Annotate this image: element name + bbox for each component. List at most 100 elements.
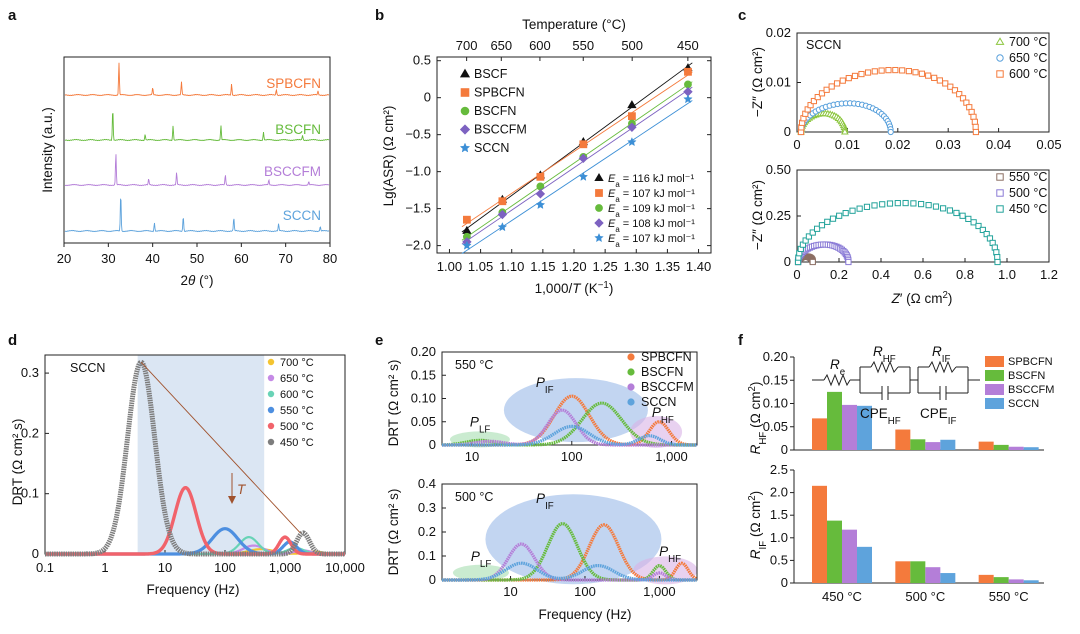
panel-b-point-spbcfn <box>462 215 471 224</box>
panel-c-bottom-ylabel: −Z″ (Ω cm²) <box>750 180 765 250</box>
panel-f-bar-if-spbcfn <box>978 574 994 583</box>
panel-b-xtick-label: 1.05 <box>468 259 493 274</box>
panel-a-label-spbcfn: SPBCFN <box>266 76 321 91</box>
panel-b-xtick-label: 1.10 <box>499 259 524 274</box>
panel-f-ytick-label: 0.05 <box>763 419 788 434</box>
panel-f-bar-if-bsccfm <box>1008 579 1024 583</box>
panel-e-ytick-label: 0.4 <box>418 476 436 491</box>
panel-c-point-1-2 <box>939 205 947 212</box>
panel-c-point-1-2 <box>994 258 1001 266</box>
panel-d-arrow-head <box>228 496 236 504</box>
panel-c-xtick-label: 1.2 <box>1040 267 1058 282</box>
panel-b-xtick-label: 1.20 <box>561 259 586 274</box>
panel-a-xtick-label: 80 <box>323 251 337 266</box>
panel-c-point-0-2 <box>810 97 818 105</box>
panel-b-ea-marker <box>595 204 603 212</box>
panel-e-annotation-pif: PIF <box>536 491 554 512</box>
panel-c-point-1-2 <box>979 226 986 234</box>
panel-f-top-ylabel: RHF (Ω cm2) <box>747 382 769 455</box>
panel-label-a: a <box>8 7 17 24</box>
panel-f-bar-if-sccn <box>1023 580 1039 583</box>
panel-b-point-bsccfm <box>627 122 637 132</box>
panel-b-xtick-label: 1.25 <box>592 259 617 274</box>
panel-c-point-1-2 <box>886 200 894 207</box>
panel-a-xlabel: 2θ (°) <box>181 273 214 288</box>
panel-c-point-1-2 <box>856 205 863 212</box>
panel-f-label-re: Re <box>830 357 845 378</box>
panel-b-ytick-label: −2.0 <box>405 238 431 253</box>
panel-f-bar-hf-bscfn <box>910 439 926 450</box>
panel-c-point-1-2 <box>871 202 878 209</box>
panel-b-point-spbcfn <box>579 140 588 149</box>
panel-c-legend-0-1: 650 °C <box>1009 51 1047 65</box>
panel-c-point-1-2 <box>814 225 821 232</box>
panel-d-legend-dot <box>267 438 275 446</box>
panel-c-point-0-2 <box>858 70 865 78</box>
panel-c-point-0-2 <box>947 83 954 90</box>
panel-b-ea-sccn: Ea = 107 kJ mol⁻¹ <box>608 233 695 249</box>
panel-c-point-1-2 <box>863 203 871 210</box>
panel-e-ytick-label: 0.1 <box>418 548 436 563</box>
panel-c-legend-1-0: 550 °C <box>1009 170 1047 184</box>
panel-a-xtick-label: 40 <box>145 251 159 266</box>
panel-c-point-0-2 <box>807 102 814 109</box>
panel-f-circuit-rif <box>928 360 957 374</box>
panel-f-ytick-label: 0.10 <box>763 396 788 411</box>
panel-b-top-tick-label: 650 <box>490 38 512 53</box>
panel-d-xtick-label: 10,000 <box>325 560 365 575</box>
panel-c-ytick-label: 0 <box>784 254 791 269</box>
panel-b-point-bscfn <box>684 80 692 89</box>
panel-e-legend-dot <box>627 383 635 391</box>
panel-d-curve-4 <box>43 486 347 556</box>
panel-c-legend-marker <box>996 205 1004 213</box>
panel-a-label-bscfn: BSCFN <box>275 122 321 137</box>
panel-b-point-bsccfm <box>497 209 508 220</box>
panel-c-point-0-2 <box>899 67 906 74</box>
panel-f-legend-swatch <box>985 370 1004 381</box>
panel-e-legend-spbcfn: SPBCFN <box>641 350 692 364</box>
panel-c-point-1-2 <box>970 219 977 226</box>
panel-label-c: c <box>738 7 746 24</box>
panel-c-xtick-label: 1.0 <box>998 267 1016 282</box>
panel-b-legend-marker <box>459 124 471 135</box>
panel-c-point-0-2 <box>833 80 841 87</box>
panel-e-xtick-label: 100 <box>574 584 596 599</box>
panel-b-ytick-label: −0.5 <box>405 127 431 142</box>
panel-f-bar-if-bsccfm <box>925 567 941 583</box>
panel-b-point-bsccfm <box>535 189 546 199</box>
panel-b-top-tick-label: 700 <box>456 38 478 53</box>
panel-c-point-0-2 <box>942 80 949 87</box>
panel-b-legend-sccn: SCCN <box>474 141 509 155</box>
panel-e-bottom-ylabel: DRT (Ω cm² s) <box>386 489 401 576</box>
panel-c-xtick-label: 0.01 <box>835 137 860 152</box>
panel-f-category-label: 500 °C <box>905 589 945 604</box>
panel-f-circuit-rhf <box>870 360 899 374</box>
panel-c-point-1-0 <box>809 258 816 266</box>
panel-f-bar-hf-sccn <box>940 439 956 450</box>
panel-d-xtick-label: 0.1 <box>36 560 54 575</box>
panel-c-point-1-2 <box>953 209 960 217</box>
panel-c-point-1-2 <box>925 202 932 209</box>
panel-e-legend-sccn: SCCN <box>641 395 676 409</box>
panel-c-ytick-label: 0 <box>784 124 791 139</box>
panel-c-point-1-2 <box>805 233 813 240</box>
panel-c-point-0-2 <box>823 86 830 93</box>
panel-d-legend-5: 450 °C <box>280 437 314 449</box>
panel-c-point-0-2 <box>814 94 821 101</box>
panel-c-point-1-2 <box>983 230 990 238</box>
panel-f-legend-swatch <box>985 384 1004 395</box>
panel-b-top-axis-label: Temperature (°C) <box>522 17 626 32</box>
panel-c-point-0-2 <box>851 72 859 80</box>
panel-c-ytick-label: 0.50 <box>766 162 791 177</box>
panel-c-point-0-2 <box>892 66 899 74</box>
panel-c-point-1-2 <box>932 203 940 210</box>
panel-c-point-1-2 <box>829 215 837 222</box>
panel-e-legend-bscfn: BSCFN <box>641 365 683 379</box>
panel-f-legend-spbcfn: SPBCFN <box>1008 356 1053 368</box>
panel-a-xrd-chart: Intensity (a.u.) 2θ (°) 20 30 40 50 60 70 80 SP… <box>40 56 337 288</box>
panel-b-ea-marker <box>594 218 604 228</box>
panel-c-point-0-2 <box>864 69 872 76</box>
panel-b-top-tick-label: 550 <box>572 38 594 53</box>
panel-c-point-0-2 <box>912 69 919 76</box>
panel-b-legend-marker <box>460 106 470 116</box>
